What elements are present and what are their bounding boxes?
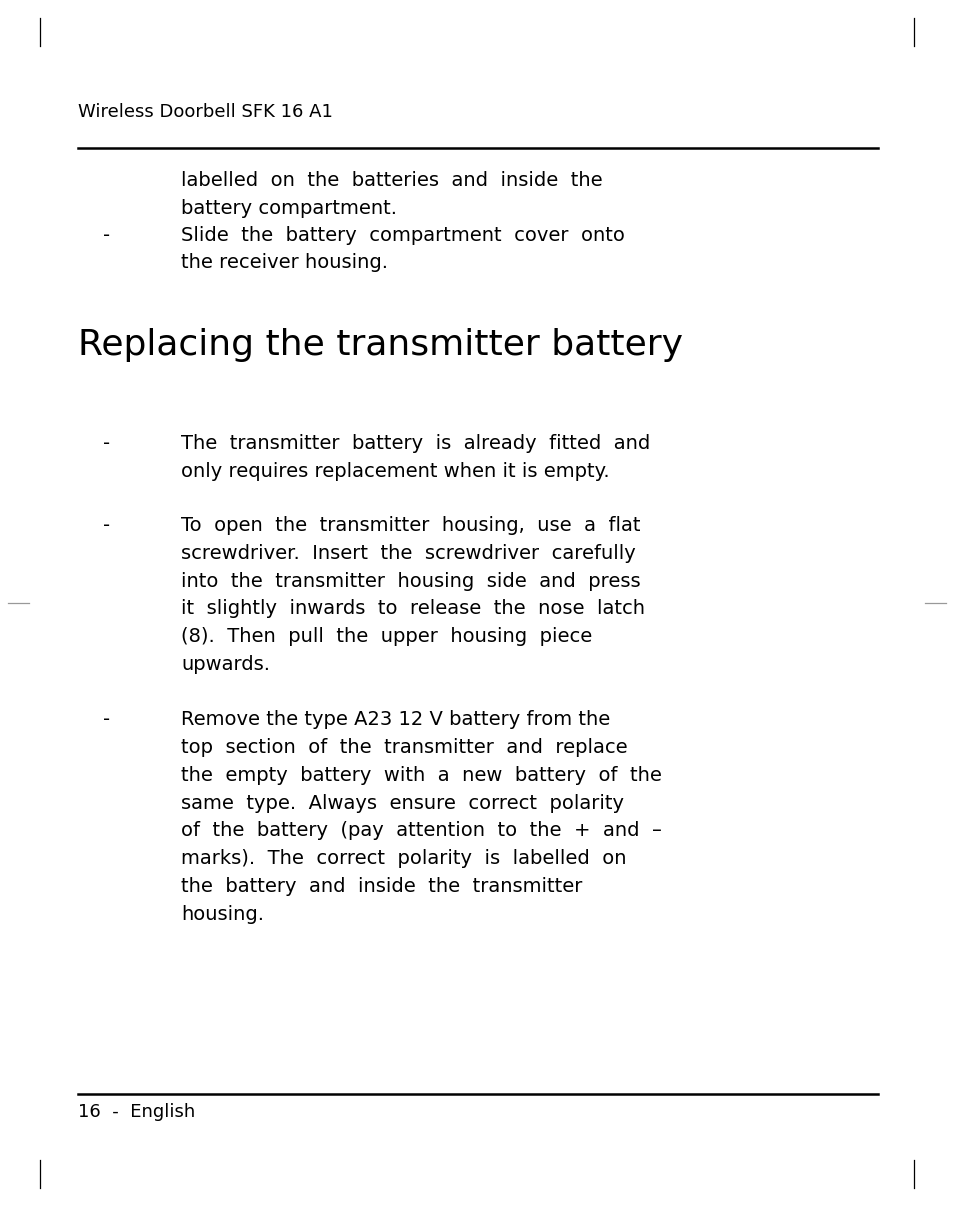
- Text: -: -: [103, 710, 110, 730]
- Text: The  transmitter  battery  is  already  fitted  and: The transmitter battery is already fitte…: [181, 434, 650, 453]
- Text: housing.: housing.: [181, 904, 264, 924]
- Text: battery compartment.: battery compartment.: [181, 199, 396, 218]
- Text: labelled  on  the  batteries  and  inside  the: labelled on the batteries and inside the: [181, 171, 602, 191]
- Text: screwdriver.  Insert  the  screwdriver  carefully: screwdriver. Insert the screwdriver care…: [181, 544, 636, 563]
- Text: same  type.  Always  ensure  correct  polarity: same type. Always ensure correct polarit…: [181, 794, 623, 813]
- Text: of  the  battery  (pay  attention  to  the  +  and  –: of the battery (pay attention to the + a…: [181, 821, 661, 841]
- Text: the  battery  and  inside  the  transmitter: the battery and inside the transmitter: [181, 877, 582, 896]
- Text: upwards.: upwards.: [181, 655, 270, 674]
- Text: (8).  Then  pull  the  upper  housing  piece: (8). Then pull the upper housing piece: [181, 627, 592, 646]
- Text: -: -: [103, 226, 110, 245]
- Text: Replacing the transmitter battery: Replacing the transmitter battery: [78, 328, 682, 362]
- Text: the  empty  battery  with  a  new  battery  of  the: the empty battery with a new battery of …: [181, 766, 661, 785]
- Text: 16  -  English: 16 - English: [78, 1103, 195, 1122]
- Text: into  the  transmitter  housing  side  and  press: into the transmitter housing side and pr…: [181, 572, 640, 591]
- Text: it  slightly  inwards  to  release  the  nose  latch: it slightly inwards to release the nose …: [181, 599, 644, 619]
- Text: top  section  of  the  transmitter  and  replace: top section of the transmitter and repla…: [181, 738, 627, 757]
- Text: -: -: [103, 516, 110, 535]
- Text: marks).  The  correct  polarity  is  labelled  on: marks). The correct polarity is labelled…: [181, 849, 626, 868]
- Text: Wireless Doorbell SFK 16 A1: Wireless Doorbell SFK 16 A1: [78, 103, 333, 121]
- Text: the receiver housing.: the receiver housing.: [181, 253, 388, 273]
- Text: -: -: [103, 434, 110, 453]
- Text: To  open  the  transmitter  housing,  use  a  flat: To open the transmitter housing, use a f…: [181, 516, 640, 535]
- Text: Remove the type A23 12 V battery from the: Remove the type A23 12 V battery from th…: [181, 710, 610, 730]
- Text: Slide  the  battery  compartment  cover  onto: Slide the battery compartment cover onto: [181, 226, 624, 245]
- Text: only requires replacement when it is empty.: only requires replacement when it is emp…: [181, 462, 609, 481]
